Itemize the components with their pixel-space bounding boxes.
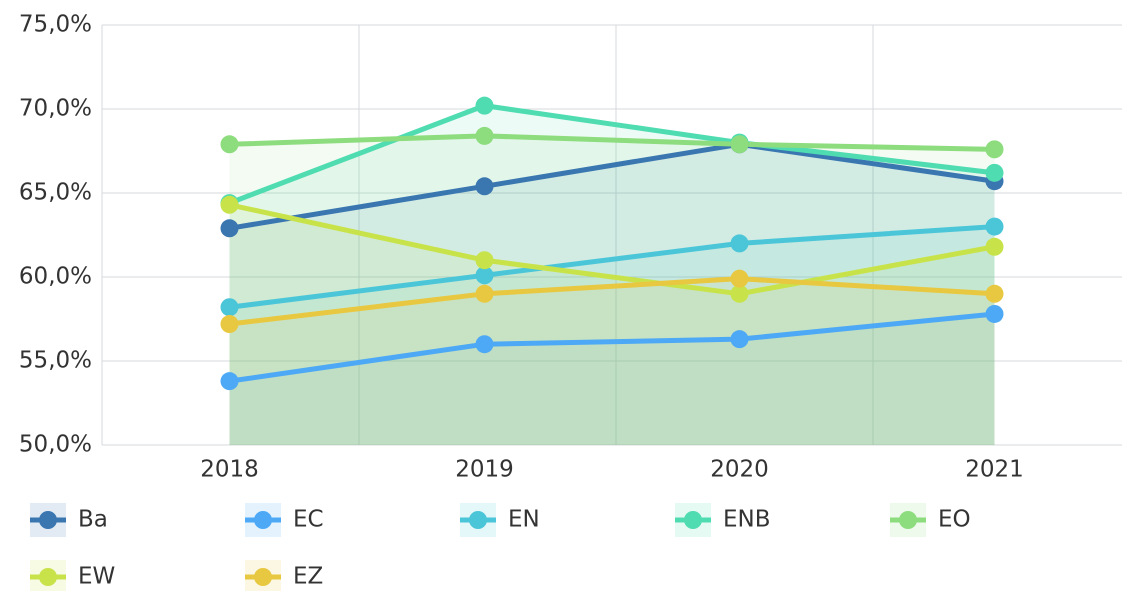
x-tick-label: 2019 [455,457,514,483]
legend-item: ENB [675,503,771,537]
legend-item: Ba [30,503,108,537]
legend-item: EZ [245,560,323,591]
data-point [985,304,1004,323]
data-point [475,126,494,145]
series-line [228,103,995,206]
data-point [985,163,1004,182]
data-point [475,177,494,196]
data-point [730,284,749,303]
legend-label: EN [508,507,540,533]
area [229,135,995,445]
data-point [985,284,1004,303]
area [229,144,995,445]
legend-item: EW [30,560,115,591]
legend-swatch-dot [39,568,57,586]
series-line [229,276,995,327]
legend-swatch-dot [254,511,272,529]
legend-label: EW [78,564,115,590]
legend-label: EZ [293,564,323,590]
y-tick-label: 75,0% [19,12,92,38]
data-point [985,237,1004,256]
x-tick-label: 2021 [965,457,1024,483]
legend-swatch-dot [899,511,917,529]
y-tick-label: 50,0% [19,432,92,458]
data-point [220,219,239,238]
data-point [220,372,239,391]
data-point [730,135,749,154]
y-tick-label: 60,0% [19,264,92,290]
legend-item: EO [890,503,971,537]
legend-swatch-dot [469,511,487,529]
legend-label: Ba [78,507,108,533]
data-point [220,298,239,317]
data-point [475,284,494,303]
data-point [475,266,494,285]
data-point [475,335,494,354]
y-tick-label: 55,0% [19,348,92,374]
area [229,204,995,445]
series-line [228,202,995,297]
data-point [730,269,749,288]
data-point [985,140,1004,159]
legend-item: EC [245,503,324,537]
x-tick-label: 2018 [200,457,259,483]
legend-label: EO [938,507,971,533]
legend-label: EC [293,507,324,533]
series-line [229,311,995,384]
data-point [985,217,1004,236]
data-point [730,330,749,349]
legend-swatch-dot [254,568,272,586]
area [229,278,995,445]
series-line [229,133,995,152]
data-point [220,315,239,334]
data-point [475,96,494,115]
legend-label: ENB [723,507,771,533]
legend-item: EN [460,503,540,537]
data-point [220,195,239,214]
area [229,313,995,445]
legend-swatch-dot [684,511,702,529]
y-tick-label: 65,0% [19,180,92,206]
data-point [220,135,239,154]
x-tick-label: 2020 [710,457,769,483]
data-point [475,251,494,270]
series-line [229,224,995,310]
legend-swatch-dot [39,511,57,529]
data-point [730,234,749,253]
y-tick-label: 70,0% [19,96,92,122]
series-line [229,141,995,231]
